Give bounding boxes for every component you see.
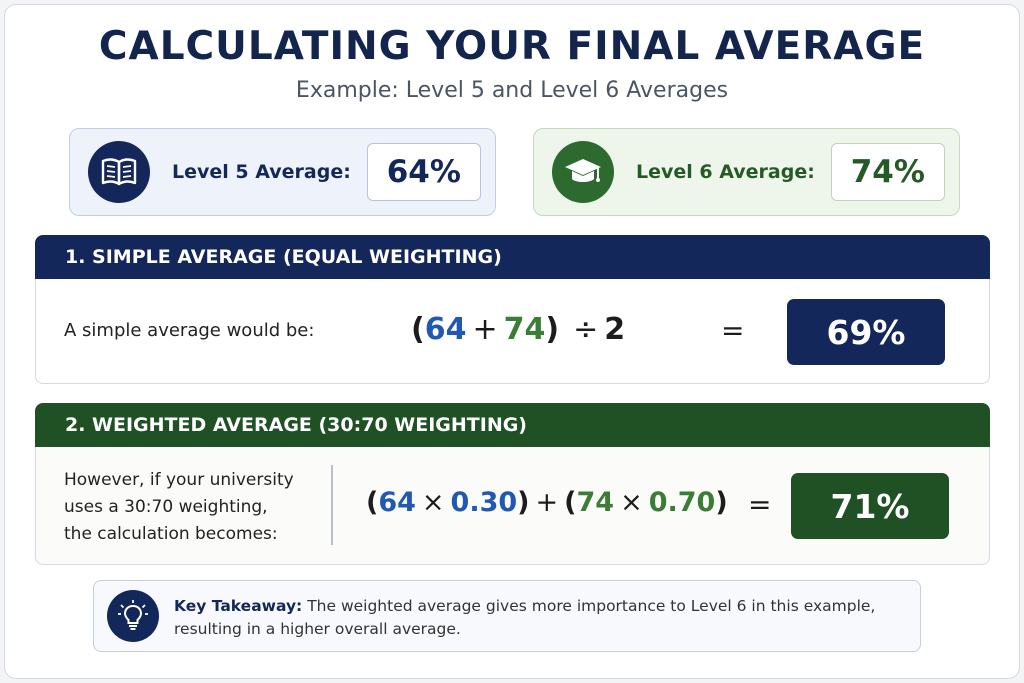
formula-level6-value: 74 <box>576 487 615 518</box>
formula-plus: + <box>535 487 559 518</box>
formula-level6-value: 74 <box>503 312 546 347</box>
simple-average-header: 1. SIMPLE AVERAGE (EQUAL WEIGHTING) <box>35 235 990 279</box>
formula-paren: ( <box>564 487 577 518</box>
page-subtitle: Example: Level 5 and Level 6 Averages <box>295 78 729 103</box>
page-title: CALCULATING YOUR FINAL AVERAGE <box>98 24 926 69</box>
formula-paren: ( <box>366 487 379 518</box>
weighted-average-result: 71% <box>791 473 949 539</box>
simple-average-section: A simple average would be: (64 +74) ÷ 2 = 6… <box>35 279 990 384</box>
formula-level5-value: 64 <box>378 487 416 518</box>
weighted-average-formula: (64 × 0.30) + (74 × 0.70) <box>366 487 728 518</box>
weighted-average-section: However, if your university uses a 30:70… <box>35 447 990 565</box>
formula-plus: + <box>472 312 498 347</box>
key-takeaway-box: Key Takeaway: The weighted average gives… <box>93 580 921 652</box>
formula-level5-value: 64 <box>424 312 467 347</box>
key-takeaway-line: resulting in a higher overall average. <box>174 620 461 638</box>
formula-paren: ) <box>715 487 728 518</box>
weighted-text-line: the calculation becomes: <box>64 524 278 544</box>
level6-value: 74% <box>830 143 945 201</box>
lightbulb-icon <box>107 590 159 642</box>
level5-value: 64% <box>366 143 481 201</box>
level6-label: Level 6 Average: <box>636 161 815 183</box>
formula-level5-weight: 0.30 <box>450 487 518 518</box>
simple-average-result: 69% <box>787 299 945 365</box>
book-icon <box>88 141 150 203</box>
simple-average-formula: (64 +74) ÷ 2 <box>411 312 625 347</box>
weighted-average-header: 2. WEIGHTED AVERAGE (30:70 WEIGHTING) <box>35 403 990 447</box>
formula-level6-weight: 0.70 <box>648 487 716 518</box>
level5-label: Level 5 Average: <box>172 161 351 183</box>
equals-sign: = <box>748 488 772 521</box>
divider <box>331 465 333 545</box>
formula-times: × <box>421 487 445 518</box>
formula-divisor: 2 <box>604 312 626 347</box>
key-takeaway-text: Key Takeaway: The weighted average gives… <box>174 595 875 641</box>
level5-card: Level 5 Average: 64% <box>69 128 496 216</box>
simple-average-text: A simple average would be: <box>64 320 315 341</box>
key-takeaway-label: Key Takeaway: <box>174 597 303 615</box>
formula-paren: ) <box>517 487 530 518</box>
level6-card: Level 6 Average: 74% <box>533 128 960 216</box>
formula-paren: ( <box>411 312 425 347</box>
formula-divide: ÷ <box>573 312 599 347</box>
equals-sign: = <box>721 314 745 347</box>
weighted-text-line: uses a 30:70 weighting, <box>64 497 268 517</box>
key-takeaway-line: The weighted average gives more importan… <box>302 597 876 615</box>
weighted-text-line: However, if your university <box>64 470 294 490</box>
graduation-cap-icon <box>552 141 614 203</box>
formula-paren: ) <box>545 312 560 347</box>
formula-times: × <box>620 487 643 518</box>
weighted-average-text: However, if your university uses a 30:70… <box>64 467 294 548</box>
